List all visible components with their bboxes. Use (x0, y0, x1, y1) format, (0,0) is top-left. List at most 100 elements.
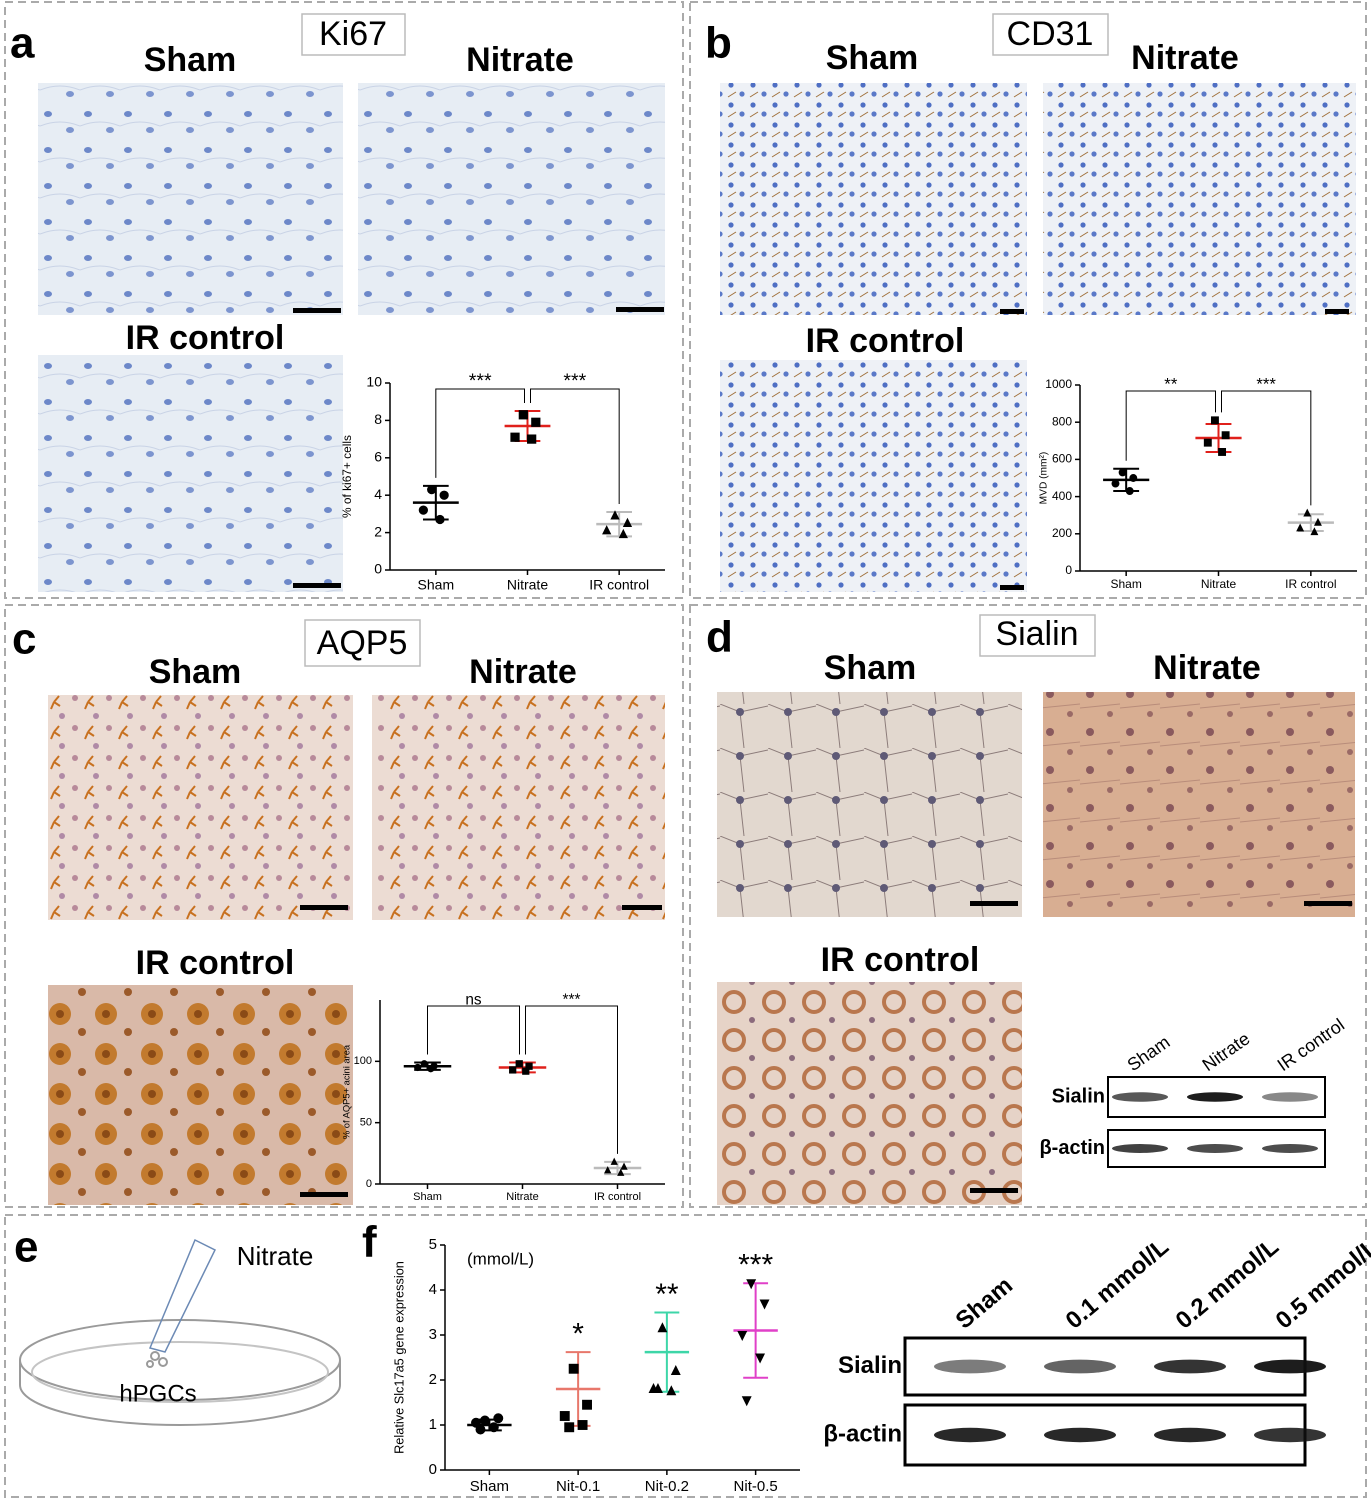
data-point (1210, 416, 1219, 425)
x-tick-label: Nit-0.1 (556, 1478, 600, 1495)
blot-band (1254, 1359, 1326, 1374)
panel-letter: d (706, 613, 733, 662)
comparison-bracket (525, 1005, 618, 1154)
y-tick-label: 400 (1052, 489, 1072, 503)
data-point (515, 1060, 523, 1068)
y-tick-label: 0 (366, 1178, 372, 1190)
row-label: Sialin (838, 1352, 902, 1379)
data-point (509, 1066, 517, 1074)
data-point (737, 1331, 748, 1341)
y-tick-label: 50 (360, 1117, 372, 1129)
blot-band (934, 1427, 1006, 1443)
data-point (617, 1168, 625, 1176)
blot-band (1187, 1092, 1243, 1102)
blot-band (1154, 1359, 1226, 1374)
y-tick-label: 1000 (1045, 377, 1072, 391)
y-axis-label: MVD (mm²) (1039, 452, 1050, 505)
data-point (1303, 508, 1312, 517)
data-point (746, 1279, 757, 1290)
data-point (610, 510, 620, 520)
blot-band (1044, 1359, 1116, 1374)
micrograph (717, 982, 1022, 1205)
data-point (618, 528, 628, 539)
panel-border (689, 604, 1367, 1208)
lane-label: 0.1 mmol/L (1061, 1233, 1174, 1334)
row-label: β-actin (1039, 1137, 1105, 1159)
caption: Nitrate (466, 41, 574, 79)
stain-box (992, 13, 1109, 56)
data-point (414, 1063, 422, 1072)
micrograph (38, 355, 343, 592)
caption: IR control (821, 941, 980, 979)
y-axis-label: Relative Slc17a5 gene expression (391, 1261, 406, 1454)
micrograph (1043, 83, 1356, 315)
annotation: (mmol/L) (467, 1249, 534, 1268)
data-point (755, 1353, 766, 1364)
panel-border (4, 1214, 1367, 1498)
y-tick-label: 4 (374, 486, 382, 502)
data-point (670, 1365, 681, 1375)
lane-label: Sham (951, 1272, 1018, 1335)
data-point (510, 432, 520, 442)
data-point (418, 505, 428, 515)
significance: ** (655, 1278, 679, 1311)
stain-label: CD31 (1007, 15, 1094, 53)
caption: IR control (806, 322, 965, 360)
comparison-label: *** (469, 370, 492, 392)
data-point (741, 1396, 752, 1407)
data-point (1221, 431, 1230, 440)
labels: a Ki67 Sham Nitrate IR control b CD31 Sh… (10, 13, 1261, 1426)
data-point (420, 1060, 428, 1068)
data-point (527, 434, 537, 444)
y-tick-label: 100 (354, 1055, 372, 1067)
blot-band (1254, 1427, 1326, 1443)
panel-letter: f (362, 1218, 377, 1267)
y-tick-label: 6 (374, 449, 382, 465)
blot-band (1154, 1427, 1226, 1443)
y-tick-label: 1 (429, 1416, 437, 1433)
panel-letter: a (10, 19, 35, 68)
data-point (439, 490, 449, 500)
reagent-label: Nitrate (237, 1241, 314, 1271)
micrograph (48, 695, 353, 920)
x-tick-label: Sham (418, 577, 455, 593)
micrograph (38, 83, 343, 315)
data-point (666, 1385, 677, 1396)
caption: IR control (126, 319, 285, 357)
panel-letter: c (12, 615, 36, 664)
blot-band (1187, 1144, 1243, 1153)
comparison-label: ns (465, 992, 482, 1009)
lane-label: IR control (1274, 1015, 1349, 1076)
x-tick-label: Nitrate (507, 577, 548, 593)
lane-label: Nitrate (1199, 1028, 1254, 1075)
micrograph (720, 360, 1027, 592)
data-point (427, 1065, 435, 1073)
data-point (1125, 487, 1134, 495)
x-tick-label: Nit-0.5 (734, 1478, 778, 1495)
lane-label: 0.5 mmol/L (1271, 1233, 1371, 1334)
blot-band (1112, 1092, 1168, 1102)
panel-border (689, 1, 1367, 599)
caption: Nitrate (469, 653, 577, 691)
micrograph (358, 83, 665, 315)
data-point (577, 1420, 588, 1430)
x-tick-label: Nitrate (506, 1191, 538, 1203)
data-point (1118, 468, 1127, 477)
data-point (1314, 517, 1322, 526)
panel-borders (4, 1, 1367, 1498)
x-tick-label: IR control (1285, 577, 1336, 591)
blot-band (1044, 1427, 1116, 1443)
comparison-bracket (427, 1005, 520, 1055)
lane-label: Sham (1124, 1032, 1174, 1075)
comparison-label: *** (1256, 374, 1276, 393)
caption: Nitrate (1131, 39, 1239, 77)
x-tick-label: IR control (589, 577, 649, 593)
micrograph (48, 985, 353, 1205)
stain-label: Sialin (995, 615, 1078, 653)
panel-letter: e (14, 1223, 38, 1272)
data-point (657, 1322, 668, 1333)
stain-label: AQP5 (317, 624, 408, 662)
caption: IR control (136, 944, 295, 982)
y-axis-label: % of ki67+ cells (340, 435, 354, 518)
